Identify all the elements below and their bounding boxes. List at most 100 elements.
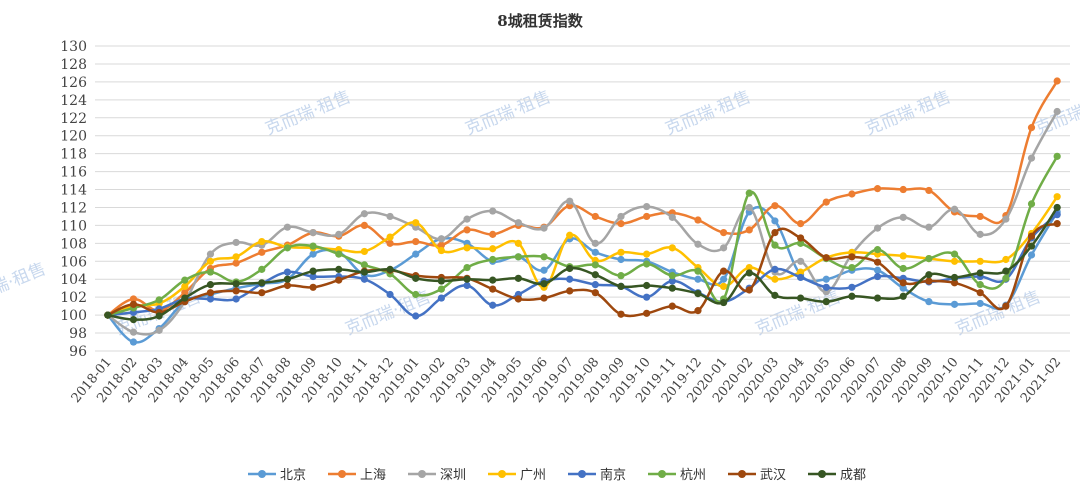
data-point (976, 281, 984, 289)
data-point (796, 220, 805, 228)
data-point (771, 228, 779, 237)
data-point (771, 241, 779, 249)
data-point (950, 250, 959, 258)
watermark-text: 克而瑞·租售 (662, 87, 753, 139)
data-point (771, 265, 779, 273)
legend-item: 广州 (488, 468, 546, 483)
y-tick-label: 106 (60, 254, 87, 270)
legend-swatch-marker (418, 470, 426, 478)
data-point (566, 275, 574, 283)
data-point (796, 273, 805, 282)
legend: 北京 上海 深圳 广州 南京 杭州 武汉 成都 (248, 467, 866, 483)
data-point (283, 275, 292, 283)
data-point (617, 212, 625, 221)
data-point (386, 212, 394, 221)
data-point (412, 219, 420, 227)
data-point (617, 272, 625, 280)
data-point (258, 289, 266, 297)
data-point (925, 298, 933, 306)
data-point (540, 253, 548, 261)
data-point (720, 244, 728, 252)
data-point (514, 274, 522, 282)
legend-item: 南京 (568, 467, 626, 483)
data-point (848, 283, 856, 291)
watermark-text: 克而瑞·租售 (752, 287, 843, 339)
data-point (1002, 267, 1010, 275)
legend-swatch-marker (738, 470, 746, 478)
legend-label: 南京 (600, 467, 626, 483)
series-3 (104, 193, 1061, 319)
data-point (206, 289, 215, 297)
data-point (873, 185, 882, 193)
legend-swatch-marker (818, 470, 826, 478)
watermark-text: 克而瑞·租售 (862, 87, 953, 139)
y-tick-label: 110 (60, 218, 87, 234)
data-point (514, 295, 522, 303)
data-point (258, 237, 266, 246)
data-point (925, 186, 933, 195)
data-point (129, 338, 138, 346)
data-point (129, 300, 138, 308)
y-tick-label: 118 (60, 147, 87, 163)
y-tick-label: 128 (60, 57, 87, 73)
data-point (360, 247, 369, 256)
y-tick-label: 100 (60, 308, 87, 324)
data-point (206, 257, 215, 265)
data-point (745, 203, 753, 212)
data-point (1053, 203, 1061, 212)
data-point (694, 240, 702, 248)
data-point (206, 295, 215, 303)
data-point (822, 254, 830, 262)
y-tick-label: 112 (60, 200, 87, 216)
data-point (643, 202, 651, 211)
data-point (309, 272, 317, 281)
data-point (899, 185, 907, 194)
series-line (107, 110, 1059, 336)
data-point (899, 292, 907, 300)
data-point (514, 239, 522, 247)
data-point (206, 268, 215, 276)
data-point (1027, 124, 1036, 132)
data-point (617, 310, 625, 318)
legend-label: 成都 (840, 468, 866, 483)
data-point (181, 276, 189, 284)
data-point (489, 230, 497, 238)
data-point (463, 244, 471, 252)
data-point (822, 275, 830, 283)
data-point (489, 276, 497, 284)
gridlines (95, 45, 1070, 352)
data-point (1002, 255, 1010, 264)
data-point (668, 244, 676, 252)
y-tick-label: 98 (69, 326, 87, 342)
data-point (232, 259, 240, 267)
data-point (1002, 274, 1010, 282)
data-point (668, 302, 676, 310)
watermark-text: 克而瑞·租售 (0, 259, 49, 311)
data-point (694, 307, 702, 315)
data-point (386, 265, 394, 273)
legend-swatch-marker (338, 470, 346, 478)
chart-title: 8城租赁指数 (497, 12, 583, 30)
data-point (1002, 215, 1010, 223)
data-point (745, 226, 753, 234)
data-point (899, 284, 907, 292)
data-point (1053, 211, 1061, 219)
data-point (1027, 232, 1036, 240)
data-point (335, 230, 343, 238)
data-point (976, 299, 984, 308)
data-point (283, 268, 292, 276)
data-point (720, 228, 728, 237)
data-point (873, 266, 882, 274)
data-point (1027, 200, 1036, 208)
data-point (925, 277, 933, 285)
data-point (745, 286, 753, 294)
data-point (412, 237, 420, 246)
data-point (437, 246, 445, 255)
data-point (155, 296, 163, 304)
data-point (335, 265, 343, 273)
data-point (976, 289, 984, 297)
legend-item: 上海 (328, 468, 386, 483)
logo: 大数跨境 (12, 455, 132, 479)
data-point (668, 213, 676, 221)
